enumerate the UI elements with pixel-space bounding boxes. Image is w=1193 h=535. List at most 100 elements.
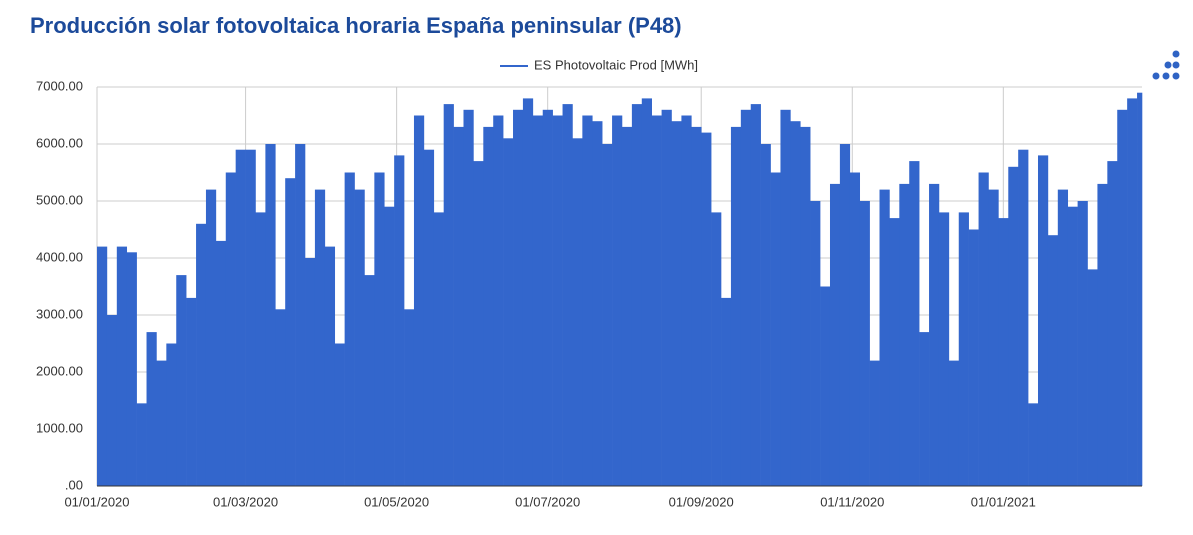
area-segment (453, 126, 464, 487)
area-segment (136, 403, 147, 486)
area-segment (255, 212, 266, 486)
area-segment (384, 206, 395, 486)
area-segment (829, 183, 841, 486)
area-segment (721, 297, 732, 486)
area-segment (958, 212, 969, 486)
area-segment (344, 172, 355, 486)
area-segment (354, 189, 365, 486)
y-tick-label: 7000.00 (36, 78, 83, 93)
area-segment (562, 104, 573, 486)
x-tick-label: 01/01/2021 (971, 494, 1036, 509)
y-tick-label: 5000.00 (36, 192, 83, 207)
area-segment (314, 189, 326, 486)
area-segment (1087, 269, 1098, 486)
area-segment (919, 332, 930, 486)
area-segment (869, 360, 880, 486)
area-segment (364, 275, 375, 486)
menu-icon[interactable] (1152, 50, 1180, 80)
area-segment (433, 212, 444, 486)
area-segment (780, 109, 791, 487)
area-segment (532, 115, 544, 486)
area-segment (225, 172, 236, 486)
area-segment (1137, 92, 1143, 486)
area-segment (443, 104, 454, 486)
area-segment (572, 138, 583, 487)
area-segment (1008, 166, 1019, 487)
area-segment (116, 246, 128, 486)
area-segment (1077, 201, 1088, 486)
area-segment (889, 218, 900, 486)
area-segment (800, 126, 811, 487)
area-segment (612, 115, 623, 486)
area-segment (285, 178, 296, 486)
area-segment (849, 172, 861, 486)
area-segment (542, 109, 553, 487)
area-segment (275, 309, 286, 486)
area-segment (423, 149, 435, 486)
x-tick-label: 01/03/2020 (213, 494, 278, 509)
area-segment (186, 297, 197, 486)
area-segment (473, 161, 484, 486)
area-segment (205, 189, 217, 486)
area-segment (631, 104, 643, 486)
area-segment (968, 229, 979, 486)
x-tick-label: 01/07/2020 (515, 494, 580, 509)
area-segment (483, 126, 494, 487)
area-segment (770, 172, 781, 486)
area-segment (1107, 161, 1118, 486)
x-tick-label: 01/01/2020 (64, 494, 129, 509)
area-segment (602, 144, 613, 486)
area-segment (730, 126, 742, 487)
area-segment (592, 121, 603, 486)
area-segment (909, 161, 920, 486)
area-segment (711, 212, 722, 486)
y-tick-label: 3000.00 (36, 306, 83, 321)
x-tick-label: 01/11/2020 (820, 494, 884, 509)
area-segment (176, 275, 187, 486)
area-segment (522, 98, 534, 487)
y-tick-label: 4000.00 (36, 249, 83, 264)
area-segment (1047, 235, 1059, 486)
area-segment (156, 360, 167, 486)
area-segment (503, 138, 514, 487)
area-segment (899, 183, 910, 486)
y-tick-label: .00 (65, 477, 83, 492)
area-segment (1117, 109, 1128, 487)
area-segment (196, 223, 207, 487)
area-segment (513, 109, 524, 487)
area-segment (305, 258, 316, 486)
area-segment (681, 115, 692, 486)
area-segment (810, 201, 821, 486)
area-segment (839, 144, 851, 486)
area-segment (879, 189, 890, 486)
area-segment (859, 201, 870, 486)
area-segment (265, 144, 276, 486)
area-segment (463, 109, 474, 487)
area-segment (998, 218, 1009, 486)
y-tick-label: 1000.00 (36, 420, 83, 435)
legend-label: ES Photovoltaic Prod [MWh] (534, 57, 698, 72)
area-segment (295, 144, 306, 486)
area-segment (988, 189, 999, 486)
y-tick-label: 6000.00 (36, 135, 83, 150)
area-segment (621, 126, 633, 487)
area-segment (671, 121, 682, 486)
area-segment (790, 121, 801, 486)
area-segment (820, 286, 831, 486)
area-segment (235, 149, 246, 486)
area-segment (750, 104, 761, 486)
area-segment (740, 109, 752, 487)
area-segment (1067, 206, 1078, 486)
area-segment (641, 98, 652, 487)
area-segment (948, 360, 960, 486)
area-segment (166, 343, 177, 486)
chart-title: Producción solar fotovoltaica horaria Es… (30, 13, 682, 38)
y-tick-label: 2000.00 (36, 363, 83, 378)
area-segment (651, 115, 662, 486)
area-segment (1037, 155, 1049, 486)
area-segment (1028, 403, 1039, 486)
x-tick-label: 01/05/2020 (364, 494, 429, 509)
area-segment (1057, 189, 1069, 486)
area-segment (394, 155, 405, 486)
